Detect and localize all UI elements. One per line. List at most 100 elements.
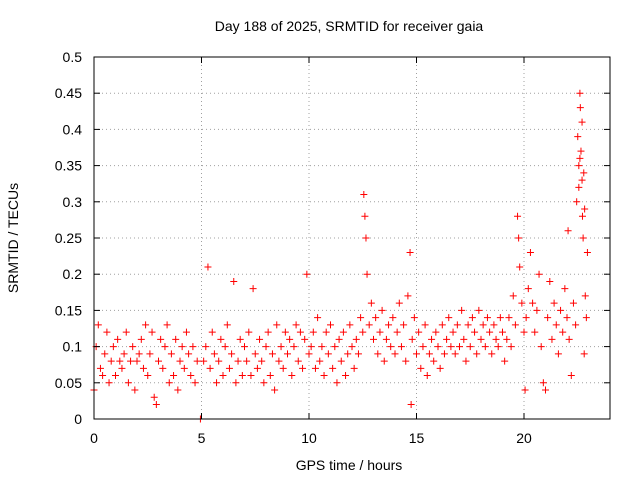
data-point xyxy=(146,350,154,358)
x-tick-label: 5 xyxy=(198,430,206,446)
data-point xyxy=(271,386,279,394)
data-point xyxy=(210,350,218,358)
data-point xyxy=(546,277,554,285)
data-point xyxy=(204,263,212,271)
data-point xyxy=(174,386,182,394)
data-point xyxy=(445,314,453,322)
data-point xyxy=(479,321,487,329)
data-point xyxy=(264,328,272,336)
plot-frame xyxy=(93,56,611,420)
data-point xyxy=(393,328,401,336)
data-point xyxy=(180,364,188,372)
data-point xyxy=(292,321,300,329)
data-point xyxy=(522,314,530,322)
data-point xyxy=(144,372,152,380)
data-point xyxy=(507,343,515,351)
data-point xyxy=(290,343,298,351)
data-point xyxy=(544,314,552,322)
data-point xyxy=(564,227,572,235)
data-point xyxy=(440,350,448,358)
data-point xyxy=(296,328,304,336)
data-point xyxy=(152,401,160,409)
data-point xyxy=(542,386,549,394)
data-point xyxy=(526,248,534,256)
data-point xyxy=(524,285,532,293)
data-point xyxy=(501,357,509,365)
data-point xyxy=(142,321,150,329)
data-point xyxy=(262,343,270,351)
data-point xyxy=(217,335,225,343)
data-point xyxy=(311,364,319,372)
data-point xyxy=(413,350,420,358)
data-point xyxy=(127,357,135,365)
data-point xyxy=(333,379,341,387)
data-point xyxy=(161,343,169,351)
data-point xyxy=(552,321,560,329)
data-point xyxy=(165,379,173,387)
data-point xyxy=(582,314,590,322)
data-point xyxy=(342,372,350,380)
data-point xyxy=(581,205,589,213)
data-point xyxy=(155,357,162,365)
data-point xyxy=(477,335,485,343)
data-point xyxy=(486,328,494,336)
data-point xyxy=(133,357,141,365)
data-point xyxy=(275,357,283,365)
data-point xyxy=(488,350,496,358)
data-point xyxy=(387,343,395,351)
data-point xyxy=(236,335,244,343)
data-point xyxy=(462,357,470,365)
x-tick-label: 10 xyxy=(301,430,317,446)
data-point xyxy=(350,364,358,372)
data-point xyxy=(172,335,180,343)
data-point xyxy=(438,321,446,329)
data-point xyxy=(443,335,451,343)
data-point xyxy=(318,343,326,351)
x-tick-label: 15 xyxy=(409,430,425,446)
data-point xyxy=(206,364,214,372)
data-point xyxy=(492,335,500,343)
data-point xyxy=(456,343,463,351)
data-point xyxy=(499,328,506,336)
data-point xyxy=(215,357,223,365)
data-point xyxy=(122,328,130,336)
data-point xyxy=(335,335,343,343)
data-point xyxy=(163,321,171,329)
data-point xyxy=(219,372,227,380)
data-point xyxy=(581,292,589,300)
data-point xyxy=(157,335,165,343)
data-point xyxy=(303,270,311,278)
data-point xyxy=(273,321,281,329)
data-point xyxy=(284,350,291,358)
data-point xyxy=(419,343,427,351)
data-point xyxy=(428,335,436,343)
data-point xyxy=(565,335,573,343)
data-point xyxy=(505,314,513,322)
data-point xyxy=(554,350,562,358)
data-point xyxy=(245,328,253,336)
data-point xyxy=(360,191,368,199)
data-point xyxy=(103,328,111,336)
data-point xyxy=(511,321,519,329)
data-point xyxy=(574,133,582,141)
data-point xyxy=(258,357,266,365)
data-point xyxy=(417,364,425,372)
data-point xyxy=(374,350,382,358)
chart-title: Day 188 of 2025, SRMTID for receiver gai… xyxy=(215,18,484,34)
data-point xyxy=(575,162,583,170)
data-point xyxy=(402,357,410,365)
data-point xyxy=(159,364,167,372)
data-point xyxy=(518,299,526,307)
data-point xyxy=(208,328,216,336)
data-point xyxy=(251,350,259,358)
data-point xyxy=(105,379,113,387)
data-point xyxy=(408,335,416,343)
data-point xyxy=(182,328,190,336)
data-point xyxy=(391,350,399,358)
data-point xyxy=(279,364,287,372)
data-point xyxy=(370,335,377,343)
data-point xyxy=(425,350,433,358)
data-point xyxy=(148,328,156,336)
data-point xyxy=(309,328,317,336)
